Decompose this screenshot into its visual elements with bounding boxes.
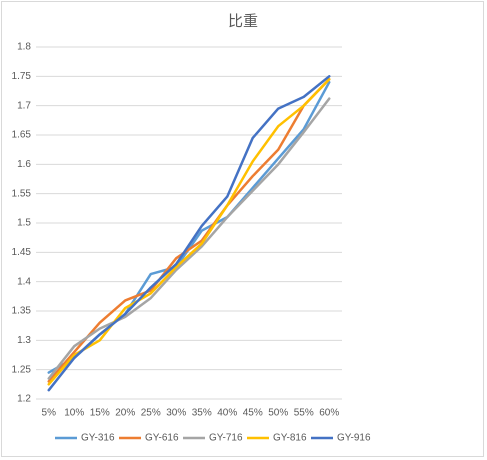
series-line bbox=[47, 78, 331, 386]
x-tick-label: 40% bbox=[217, 408, 237, 419]
legend-label: GY-616 bbox=[145, 433, 179, 444]
x-tick-label: 5% bbox=[42, 408, 57, 419]
x-tick-label: 15% bbox=[90, 408, 110, 419]
x-tick-label: 10% bbox=[64, 408, 84, 419]
series-line bbox=[47, 97, 331, 380]
y-tick-label: 1.45 bbox=[12, 247, 32, 258]
y-tick-label: 1.55 bbox=[12, 188, 32, 199]
y-tick-label: 1.65 bbox=[12, 130, 32, 141]
legend-label: GY-316 bbox=[81, 433, 115, 444]
y-tick-label: 1.35 bbox=[12, 306, 32, 317]
y-tick-label: 1.2 bbox=[17, 394, 31, 405]
series-line bbox=[47, 75, 331, 392]
x-tick-label: 20% bbox=[115, 408, 135, 419]
legend-label: GY-816 bbox=[273, 433, 307, 444]
x-tick-label: 45% bbox=[243, 408, 263, 419]
y-tick-label: 1.3 bbox=[17, 335, 31, 346]
series-line bbox=[47, 78, 331, 383]
y-tick-label: 1.6 bbox=[17, 159, 31, 170]
x-tick-label: 30% bbox=[166, 408, 186, 419]
x-tick-label: 55% bbox=[294, 408, 314, 419]
legend-label: GY-916 bbox=[337, 433, 371, 444]
x-tick-label: 25% bbox=[141, 408, 161, 419]
y-tick-label: 1.8 bbox=[17, 42, 31, 53]
x-tick-label: 35% bbox=[192, 408, 212, 419]
x-tick-label: 50% bbox=[268, 408, 288, 419]
chart-title: 比重 bbox=[228, 13, 258, 30]
y-tick-label: 1.4 bbox=[17, 276, 31, 287]
x-tick-label: 60% bbox=[319, 408, 339, 419]
y-tick-label: 1.5 bbox=[17, 218, 31, 229]
y-tick-label: 1.25 bbox=[12, 364, 32, 375]
y-tick-label: 1.75 bbox=[12, 71, 32, 82]
y-tick-label: 1.7 bbox=[17, 100, 31, 111]
legend-label: GY-716 bbox=[209, 433, 243, 444]
